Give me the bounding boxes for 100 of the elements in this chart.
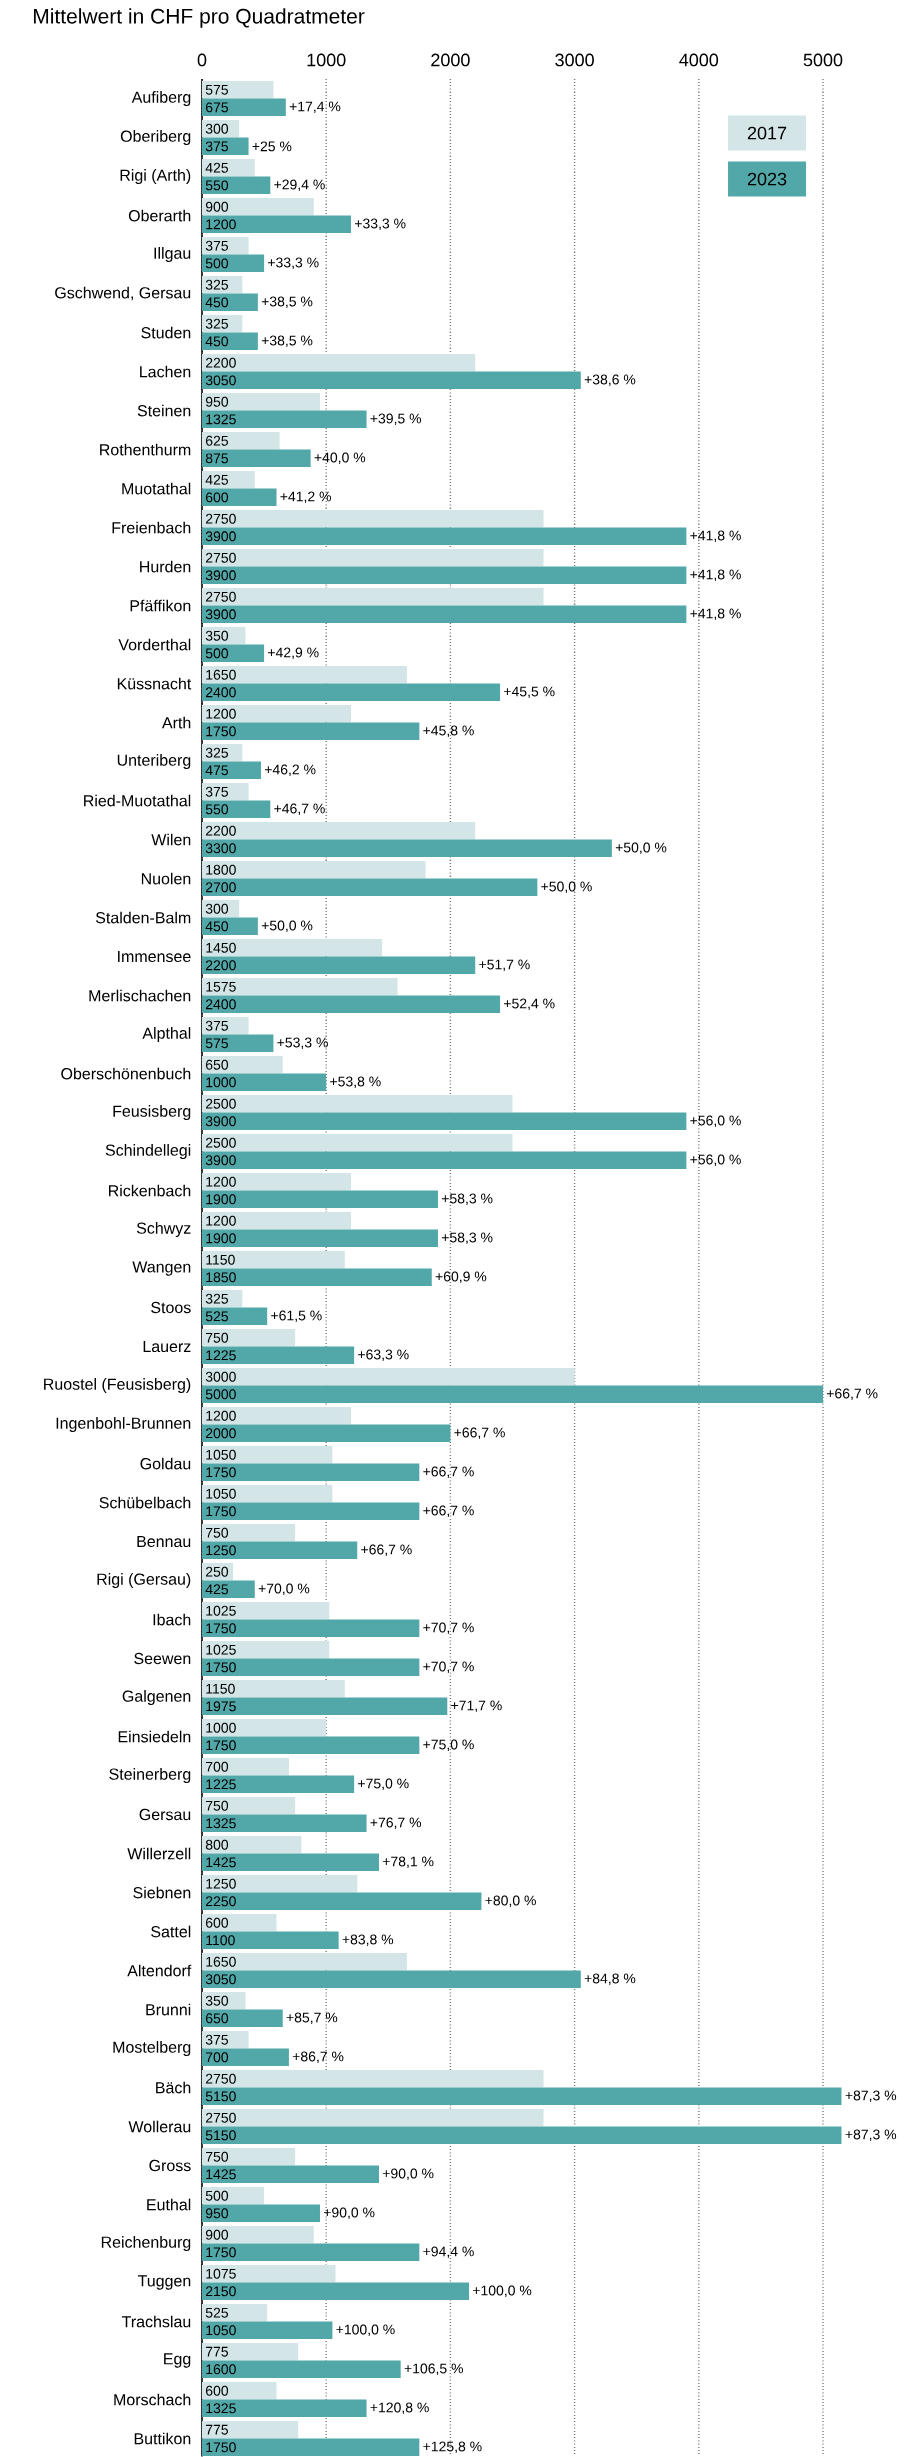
bar bbox=[202, 1775, 355, 1794]
data-label: 3050 bbox=[205, 375, 236, 386]
data-label: 1250 bbox=[206, 1878, 236, 1889]
text: 2017 bbox=[747, 126, 787, 140]
y-tick-label: Schwyz bbox=[136, 1222, 191, 1237]
data-label: 1200 bbox=[206, 219, 236, 230]
bar bbox=[202, 1484, 333, 1503]
bar bbox=[202, 432, 280, 450]
data-label: 325 bbox=[205, 747, 229, 758]
data-label: 2150 bbox=[205, 2286, 236, 2297]
data-label: 1200 bbox=[206, 1215, 236, 1226]
data-label: 700 bbox=[205, 1761, 229, 1772]
bar bbox=[202, 1892, 482, 1911]
bar bbox=[202, 315, 243, 333]
annotation: +40,0 % bbox=[314, 452, 366, 465]
data-label: 1050 bbox=[206, 1488, 236, 1499]
annotation: +125,8 % bbox=[423, 2441, 482, 2454]
data-label: 5150 bbox=[205, 2091, 236, 2102]
annotation: +70,7 % bbox=[423, 1661, 474, 1674]
bar bbox=[202, 2165, 379, 2184]
bar bbox=[202, 1016, 249, 1035]
data-label: 375 bbox=[205, 2034, 229, 2045]
y-tick-label: Oberschönenbuch bbox=[61, 1067, 191, 1080]
data-label: 550 bbox=[205, 804, 229, 815]
bar bbox=[202, 1367, 575, 1386]
bar bbox=[202, 2243, 420, 2262]
data-label: 425 bbox=[205, 1584, 229, 1595]
y-tick-label: Steinen bbox=[137, 404, 191, 417]
data-label: 750 bbox=[205, 1332, 229, 1343]
bar bbox=[202, 2009, 283, 2028]
data-label: 2400 bbox=[205, 999, 236, 1010]
y-tick-label: Rigi (Arth) bbox=[120, 169, 191, 185]
bar bbox=[202, 1151, 687, 1170]
bar bbox=[202, 860, 426, 879]
bar bbox=[202, 2087, 842, 2106]
bar bbox=[202, 1796, 296, 1815]
annotation: +53,3 % bbox=[277, 1037, 328, 1050]
data-label: 700 bbox=[205, 2052, 229, 2063]
data-label: 1050 bbox=[206, 1449, 236, 1460]
annotation: +84,8 % bbox=[584, 1973, 636, 1986]
y-tick-label: Unteriberg bbox=[117, 754, 191, 769]
data-label: 425 bbox=[205, 474, 229, 485]
annotation: +56,0 % bbox=[690, 1115, 741, 1128]
data-label: 1750 bbox=[206, 2442, 236, 2453]
data-label: 875 bbox=[205, 453, 229, 464]
data-label: 1450 bbox=[206, 942, 236, 953]
y-tick-label: Wilen bbox=[151, 833, 191, 846]
data-label: 3900 bbox=[205, 531, 236, 542]
data-label: 625 bbox=[205, 435, 229, 446]
y-tick-label: Muotathal bbox=[122, 482, 191, 495]
data-label: 3900 bbox=[205, 1155, 236, 1166]
annotation: +75,0 % bbox=[423, 1739, 474, 1752]
bar bbox=[202, 938, 383, 957]
bar bbox=[202, 2420, 299, 2439]
annotation: +66,7 % bbox=[454, 1427, 505, 1440]
data-label: 1225 bbox=[206, 1350, 236, 1361]
annotation: +66,7 % bbox=[423, 1505, 474, 1518]
y-tick-label: Euthal bbox=[147, 2198, 191, 2211]
y-tick-label: Ingenbohl-Brunnen bbox=[56, 1417, 191, 1432]
data-label: 550 bbox=[205, 180, 229, 191]
bar bbox=[202, 899, 240, 918]
bar bbox=[202, 722, 420, 741]
bar bbox=[202, 1034, 274, 1053]
bar bbox=[202, 237, 249, 255]
y-tick-label: Einsiedeln bbox=[118, 1730, 191, 1743]
annotation: +46,7 % bbox=[274, 803, 325, 816]
data-label: 950 bbox=[205, 396, 229, 407]
annotation: +80,0 % bbox=[485, 1895, 536, 1908]
data-label: 1250 bbox=[206, 1545, 236, 1556]
y-tick-label: Reichenburg bbox=[101, 2236, 191, 2251]
annotation: +33,3 % bbox=[268, 257, 319, 270]
bar bbox=[202, 488, 277, 507]
bar bbox=[202, 2264, 336, 2283]
annotation: +75,0 % bbox=[358, 1778, 409, 1791]
annotation: +58,3 % bbox=[441, 1232, 493, 1245]
annotation: +87,3 % bbox=[845, 2090, 897, 2103]
data-label: 2700 bbox=[205, 882, 236, 893]
y-tick-label: Oberarth bbox=[128, 209, 191, 222]
y-tick-label: Gross bbox=[149, 2159, 191, 2172]
y-tick-label: Gersau bbox=[139, 1808, 191, 1821]
data-label: 1750 bbox=[206, 1662, 236, 1673]
annotation: +86,7 % bbox=[292, 2051, 344, 2064]
annotation: +61,5 % bbox=[271, 1310, 322, 1323]
bar bbox=[202, 1289, 243, 1308]
data-label: 1325 bbox=[206, 1818, 236, 1829]
bar bbox=[202, 2381, 277, 2400]
bar bbox=[202, 2147, 296, 2166]
y-tick-label: Vorderthal bbox=[118, 638, 191, 651]
annotation: +41,8 % bbox=[690, 569, 741, 582]
annotation: +66,7 % bbox=[361, 1544, 412, 1557]
bar bbox=[202, 120, 240, 138]
annotation: +53,8 % bbox=[330, 1076, 381, 1089]
annotation: +38,5 % bbox=[261, 335, 313, 348]
bar bbox=[202, 2399, 367, 2418]
y-tick-label: Lachen bbox=[140, 365, 191, 378]
data-label: 600 bbox=[205, 492, 229, 503]
bar bbox=[202, 1502, 420, 1521]
annotation: +66,7 % bbox=[423, 1466, 474, 1479]
data-label: 325 bbox=[205, 1293, 229, 1304]
bar bbox=[202, 1718, 327, 1737]
